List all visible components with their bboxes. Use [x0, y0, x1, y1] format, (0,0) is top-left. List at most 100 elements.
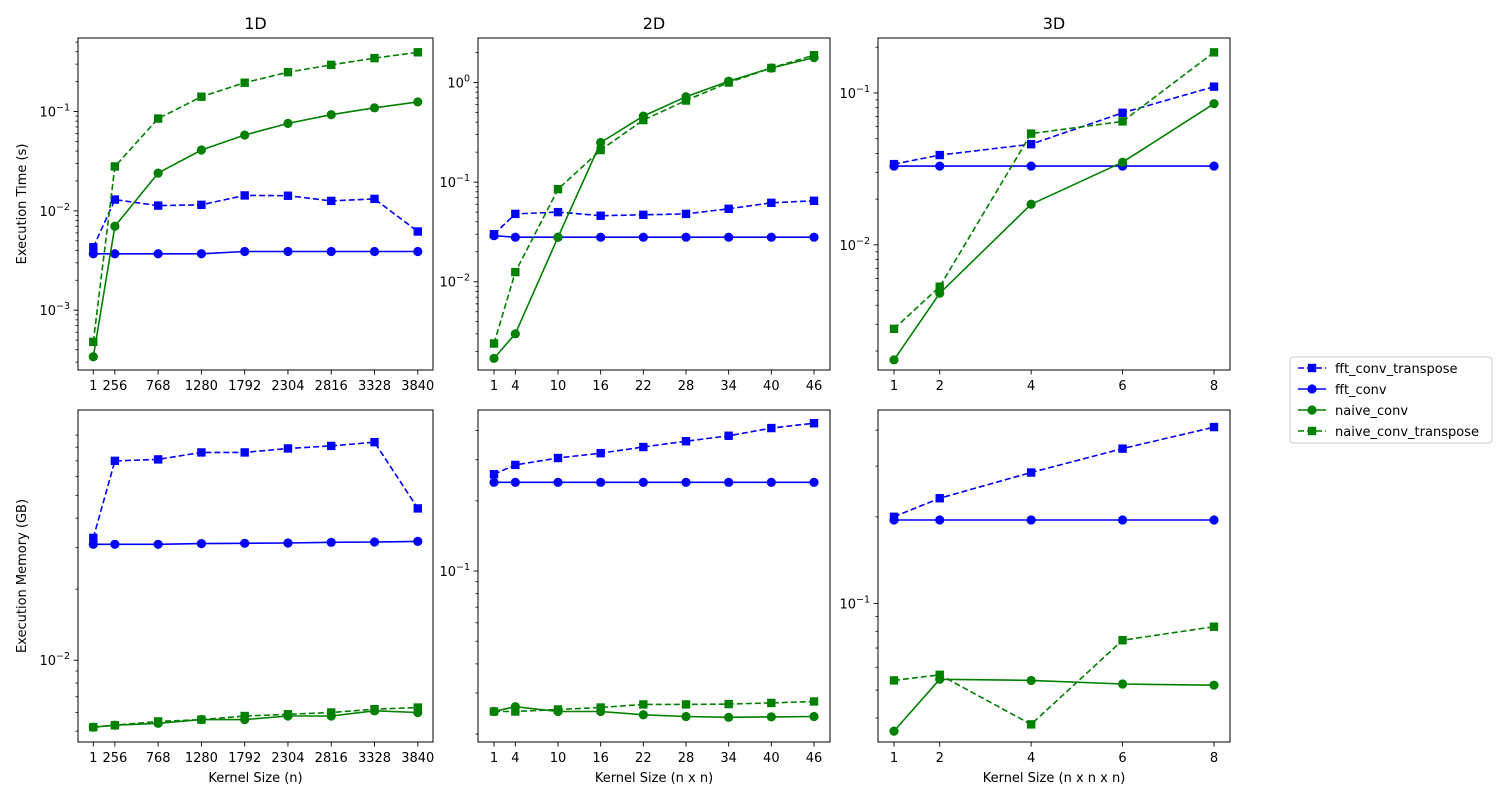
point-naive_conv_transpose	[1209, 622, 1219, 631]
x-tick-label: 3328	[358, 751, 391, 766]
point-naive_conv	[196, 145, 207, 155]
point-fft_conv_transpose	[327, 441, 336, 451]
point-fft_conv	[196, 249, 207, 259]
point-fft_conv	[153, 539, 163, 549]
point-naive_conv_transpose	[809, 51, 819, 60]
point-naive_conv_transpose	[639, 700, 648, 709]
series-line-naive_conv	[92, 101, 418, 357]
point-fft_conv	[724, 232, 734, 242]
series-naive_conv	[889, 99, 1219, 365]
series-line-naive_conv	[893, 678, 1215, 732]
point-fft_conv	[326, 246, 336, 257]
series-naive_conv	[88, 97, 423, 362]
x-tick-label: 1	[890, 379, 898, 394]
series-fft_conv_transpose	[489, 196, 819, 239]
series-fft_conv_transpose	[89, 191, 422, 252]
panel-time-1d: 10−3 10−2 10−1 1 256 768 1280 1792 2304 2816 3328 3…	[15, 14, 434, 394]
x-tick-label: 1280	[185, 751, 218, 766]
point-fft_conv	[369, 246, 380, 257]
x-tick-label: 6	[1118, 751, 1126, 766]
point-fft_conv	[809, 232, 819, 242]
point-fft_conv_transpose	[1209, 82, 1219, 91]
series-fft_conv_transpose	[889, 82, 1219, 169]
point-fft_conv	[1209, 161, 1219, 171]
point-fft_conv_transpose	[809, 419, 819, 428]
point-naive_conv_transpose	[935, 282, 944, 291]
point-naive_conv_transpose	[1118, 117, 1127, 126]
legend-label: naive_conv_transpose	[1335, 425, 1479, 440]
point-fft_conv	[283, 538, 293, 548]
point-naive_conv	[766, 712, 776, 722]
y-tick-label: 10−1	[839, 84, 870, 102]
x-axis-label: Kernel Size (n)	[208, 771, 302, 786]
point-fft_conv	[889, 161, 899, 171]
x-tick-label: 3840	[401, 379, 434, 394]
point-naive_conv	[1209, 99, 1219, 109]
series-line-naive_conv_transpose	[92, 51, 418, 342]
series-line-fft_conv	[493, 234, 814, 238]
x-tick-label: 16	[592, 379, 609, 394]
legend-entry: fft_conv_transpose	[1298, 362, 1457, 377]
x-tick-label: 4	[511, 751, 519, 766]
point-fft_conv_transpose	[681, 437, 691, 446]
series-line-naive_conv	[93, 709, 418, 728]
point-fft_conv	[153, 249, 163, 259]
x-tick-label: 34	[720, 751, 737, 766]
point-naive_conv_transpose	[489, 707, 499, 716]
legend-marker	[1307, 405, 1317, 415]
axes-frame	[477, 409, 831, 743]
series-naive_conv	[889, 674, 1219, 736]
point-naive_conv_transpose	[724, 699, 733, 709]
point-fft_conv_transpose	[153, 201, 163, 210]
y-axis-label: Execution Memory (GB)	[15, 499, 30, 653]
y-tick-label: 10−2	[39, 651, 70, 669]
legend-label: fft_conv_transpose	[1335, 362, 1457, 377]
point-fft_conv	[1117, 515, 1128, 525]
point-naive_conv	[1026, 675, 1036, 686]
point-fft_conv_transpose	[553, 207, 563, 217]
x-tick-label: 768	[146, 379, 171, 394]
x-tick-label: 1280	[185, 379, 218, 394]
point-fft_conv	[240, 538, 250, 548]
series-naive_conv_transpose	[489, 51, 819, 348]
series-naive_conv_transpose	[89, 48, 422, 347]
point-fft_conv	[638, 232, 648, 242]
point-naive_conv	[326, 110, 336, 120]
x-tick-label: 28	[678, 379, 695, 394]
x-tick-label: 8	[1210, 751, 1218, 766]
panel-title: 1D	[244, 14, 267, 33]
point-fft_conv_transpose	[809, 196, 819, 205]
point-naive_conv_transpose	[197, 92, 206, 101]
series-line-fft_conv_transpose	[493, 422, 815, 475]
series-line-naive_conv	[493, 56, 815, 359]
point-naive_conv	[510, 329, 520, 339]
legend-label: naive_conv	[1335, 404, 1408, 419]
point-fft_conv	[596, 232, 606, 242]
x-tick-label: 1	[490, 751, 498, 766]
x-tick-label: 4	[511, 379, 519, 394]
x-tick-label: 2304	[271, 751, 304, 766]
point-fft_conv_transpose	[724, 204, 733, 213]
point-naive_conv_transpose	[89, 722, 98, 732]
point-naive_conv	[553, 232, 563, 242]
point-naive_conv_transpose	[240, 711, 249, 721]
point-fft_conv	[681, 232, 691, 242]
y-tick-label: 10−1	[439, 562, 470, 580]
legend-marker	[1307, 384, 1317, 394]
panel-mem-1d: 10−2 1 256 768 1280 1792 2304 2816 3328 3840 Kerne…	[15, 409, 434, 786]
series-line-fft_conv_transpose	[92, 194, 419, 248]
y-tick-label: 10−1	[439, 173, 470, 191]
x-tick-label: 1	[89, 379, 97, 394]
series-naive_conv_transpose	[89, 703, 422, 732]
point-naive_conv_transpose	[767, 63, 776, 73]
x-tick-label: 40	[763, 751, 780, 766]
point-fft_conv_transpose	[153, 455, 163, 464]
series-naive_conv_transpose	[489, 697, 819, 716]
panel-mem-2d: 10−1 1 4 10 16 22 28 34 40 46 Kernel Size (n x n)	[439, 409, 831, 786]
point-fft_conv	[1026, 161, 1036, 171]
point-fft_conv	[553, 477, 563, 487]
point-naive_conv_transpose	[596, 703, 605, 712]
x-tick-label: 2816	[315, 379, 348, 394]
point-naive_conv	[889, 355, 899, 365]
point-fft_conv	[413, 536, 423, 546]
